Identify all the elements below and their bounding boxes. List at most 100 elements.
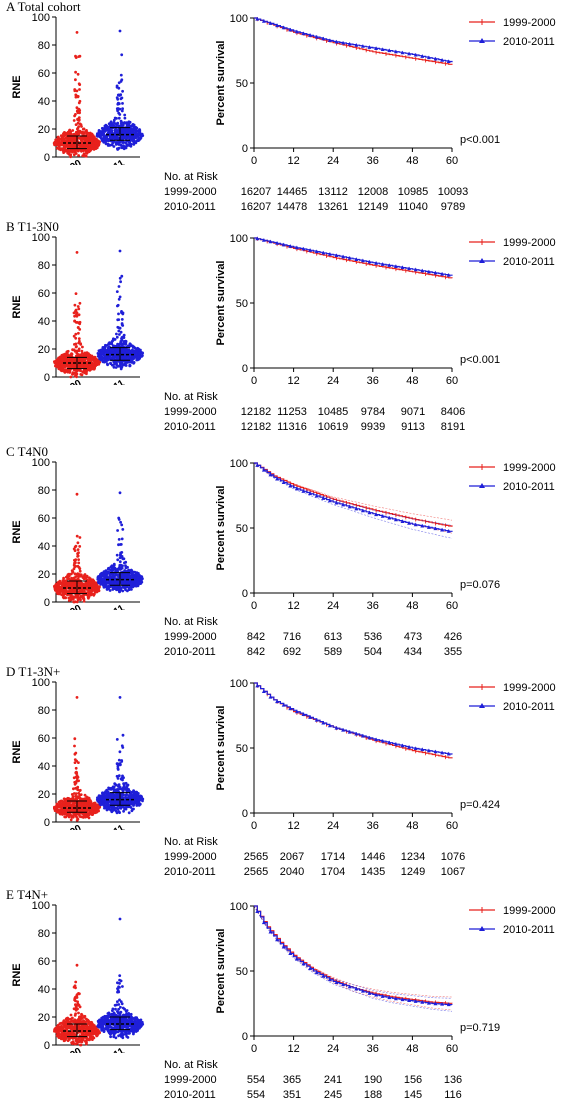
risk-count: 8406 — [441, 406, 465, 418]
rne-point — [76, 251, 79, 254]
rne-point — [65, 365, 68, 368]
rne-point — [120, 74, 123, 77]
rne-point — [82, 136, 85, 139]
rne-point — [75, 369, 78, 372]
rne-point — [101, 352, 104, 355]
rne-point — [79, 573, 82, 576]
rne-point — [79, 536, 82, 539]
risk-count: 8191 — [441, 421, 465, 433]
rne-point — [67, 1039, 70, 1042]
rne-y-tick-label: 60 — [38, 513, 50, 525]
rne-point — [112, 786, 115, 789]
rne-point — [92, 136, 95, 139]
rne-point — [83, 365, 86, 368]
rne-point — [121, 90, 124, 93]
rne-point — [95, 147, 98, 150]
rne-point — [130, 793, 133, 796]
rne-y-tick-label: 100 — [32, 900, 50, 912]
rne-point — [81, 583, 84, 586]
rne-point — [74, 55, 77, 58]
legend-label: 1999-2000 — [503, 237, 556, 249]
rne-point — [83, 590, 86, 593]
risk-row-label: 2010-2011 — [164, 866, 216, 878]
rne-series-blue — [96, 491, 143, 593]
rne-point — [139, 138, 142, 141]
rne-point — [70, 1014, 73, 1017]
rne-point — [131, 571, 134, 574]
rne-point — [121, 129, 124, 132]
rne-point — [79, 100, 82, 103]
rne-point — [110, 356, 113, 359]
rne-point — [79, 123, 82, 126]
rne-point — [111, 339, 114, 342]
rne-point — [112, 801, 115, 804]
risk-row-label: 2010-2011 — [164, 201, 216, 213]
rne-point — [134, 349, 137, 352]
rne-point — [122, 734, 125, 737]
rne-point — [70, 595, 73, 598]
rne-point — [76, 816, 79, 819]
rne-point — [106, 795, 109, 798]
rne-point — [122, 144, 125, 147]
rne-point — [116, 290, 119, 293]
rne-series-red — [53, 964, 101, 1047]
rne-point — [119, 696, 122, 699]
rne-series-red — [53, 493, 101, 604]
risk-count: 10985 — [398, 186, 429, 198]
rne-point — [78, 313, 81, 316]
rne-point — [78, 802, 81, 805]
rne-point — [75, 123, 78, 126]
rne-point — [140, 134, 143, 137]
rne-point — [80, 793, 83, 796]
rne-point — [116, 558, 119, 561]
rne-y-tick-label: 100 — [32, 232, 50, 244]
risk-count: 613 — [324, 631, 342, 643]
rne-point — [60, 800, 63, 803]
rne-point — [75, 373, 78, 376]
rne-point — [119, 280, 122, 283]
rne-point — [118, 333, 121, 336]
rne-point — [122, 810, 125, 813]
rne-point — [121, 528, 124, 531]
rne-point — [73, 804, 76, 807]
rne-point — [124, 136, 127, 139]
rne-point — [125, 782, 128, 785]
rne-point — [117, 777, 120, 780]
rne-point — [76, 90, 79, 93]
rne-point — [116, 343, 119, 346]
rne-point — [98, 133, 101, 136]
rne-point — [125, 787, 128, 790]
rne-point — [104, 129, 107, 132]
rne-point — [69, 814, 72, 817]
rne-point — [109, 349, 112, 352]
legend-label: 2010-2011 — [503, 481, 555, 493]
rne-point — [109, 362, 112, 365]
rne-point — [128, 350, 131, 353]
rne-point — [102, 347, 105, 350]
rne-point — [105, 125, 108, 128]
rne-point — [131, 345, 134, 348]
rne-point — [118, 298, 121, 301]
rne-y-tick-label: 80 — [38, 260, 50, 272]
survival-x-tick-label: 48 — [406, 820, 418, 830]
rne-point — [77, 305, 80, 308]
rne-point — [74, 113, 77, 116]
rne-point — [74, 144, 77, 147]
rne-point — [104, 356, 107, 359]
survival-chart: 05010001224364860Survival monthsPercent … — [215, 458, 556, 610]
risk-table-title: No. at Risk — [164, 616, 218, 628]
rne-point — [135, 573, 138, 576]
rne-point — [74, 561, 77, 564]
rne-point — [107, 568, 110, 571]
rne-point — [96, 810, 99, 813]
rne-y-tick-label: 100 — [32, 12, 50, 24]
rne-point — [57, 589, 60, 592]
rne-point — [124, 364, 127, 367]
rne-point — [97, 582, 100, 585]
rne-point — [102, 578, 105, 581]
risk-count: 1704 — [321, 866, 345, 878]
rne-point — [71, 373, 74, 376]
rne-point — [116, 588, 119, 591]
